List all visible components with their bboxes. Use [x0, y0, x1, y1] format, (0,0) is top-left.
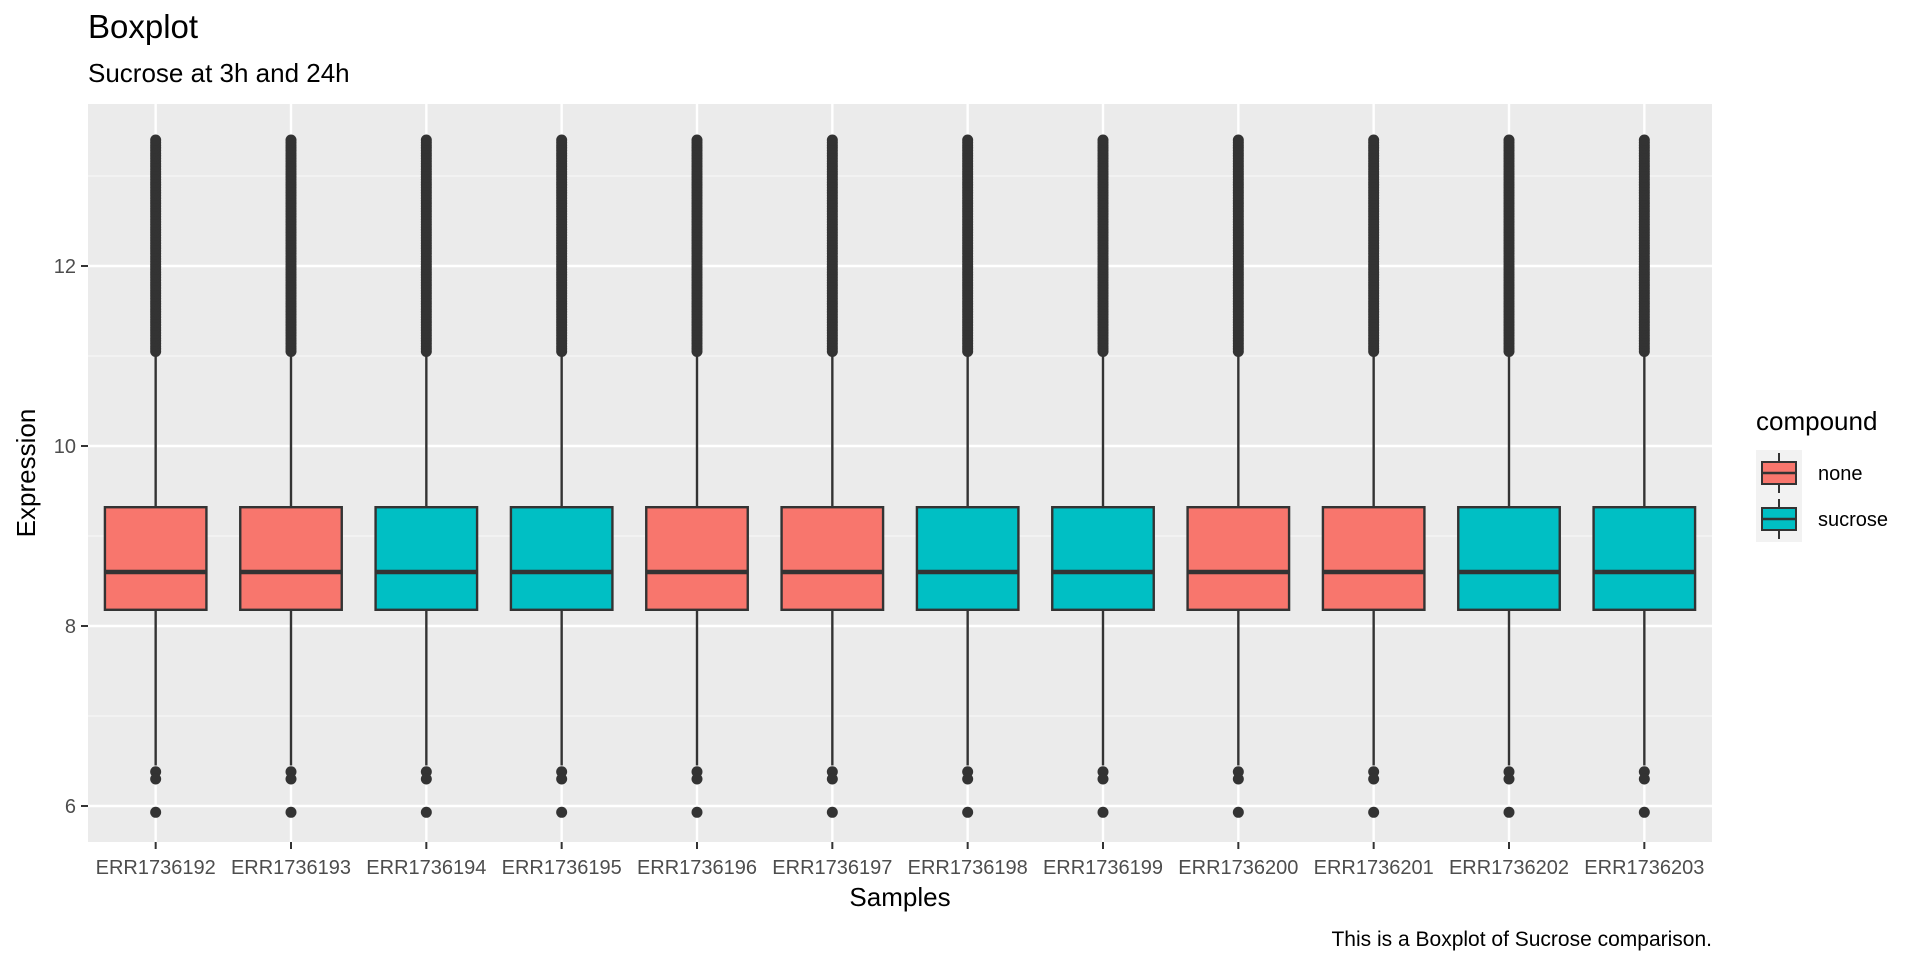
x-tick-label: ERR1736201 — [1314, 857, 1434, 879]
box-ERR1736201 — [1321, 134, 1426, 818]
outlier-point — [1097, 806, 1109, 818]
outlier-point — [285, 773, 297, 785]
y-tick-label: 8 — [65, 616, 76, 638]
box-body — [1186, 506, 1291, 612]
y-axis: 6 8 10 12 — [54, 256, 88, 818]
x-axis-title: Samples — [849, 882, 950, 912]
outlier-point — [1368, 134, 1380, 146]
outlier-point — [150, 773, 162, 785]
outlier-point — [150, 806, 162, 818]
box-ERR1736194 — [374, 134, 479, 818]
legend-title: compound — [1756, 406, 1877, 436]
x-tick-label: ERR1736199 — [1043, 857, 1163, 879]
box-ERR1736195 — [509, 134, 614, 818]
legend-label: sucrose — [1818, 509, 1888, 531]
outlier-point — [962, 773, 974, 785]
legend-keys: none sucrose — [1756, 450, 1888, 542]
legend-label: none — [1818, 463, 1863, 485]
outlier-point — [1368, 773, 1380, 785]
outlier-point — [826, 773, 838, 785]
x-tick-label: ERR1736203 — [1584, 857, 1704, 879]
outlier-point — [691, 773, 703, 785]
box-ERR1736192 — [103, 134, 208, 818]
outlier-point — [1097, 773, 1109, 785]
box-body — [780, 506, 885, 612]
box-ERR1736198 — [915, 134, 1020, 818]
outlier-point — [691, 806, 703, 818]
box-ERR1736193 — [239, 134, 343, 818]
outlier-point — [691, 134, 703, 146]
outlier-point — [826, 134, 838, 146]
box-body — [1457, 506, 1561, 612]
outlier-point — [1232, 134, 1244, 146]
outlier-point — [1638, 806, 1650, 818]
box-ERR1736197 — [780, 134, 885, 818]
legend: compound none sucrose — [1756, 406, 1888, 542]
outlier-point — [1503, 773, 1515, 785]
box-ERR1736203 — [1592, 134, 1697, 818]
outlier-point — [420, 806, 432, 818]
box-body — [374, 506, 479, 612]
outlier-point — [1638, 773, 1650, 785]
outlier-point — [556, 773, 568, 785]
outlier-point — [1232, 806, 1244, 818]
box-ERR1736200 — [1186, 134, 1291, 818]
outlier-point — [285, 134, 297, 146]
box-body — [239, 506, 343, 612]
outlier-point — [420, 773, 432, 785]
outlier-point — [962, 134, 974, 146]
box-body — [1321, 506, 1426, 612]
outlier-point — [420, 134, 432, 146]
outlier-point — [556, 134, 568, 146]
box-body — [509, 506, 614, 612]
boxes-layer — [103, 134, 1697, 818]
x-tick-label: ERR1736200 — [1178, 857, 1298, 879]
outlier-point — [1638, 134, 1650, 146]
outlier-point — [1097, 134, 1109, 146]
x-axis: ERR1736192 ERR1736193 ERR1736194 ERR1736195… — [96, 842, 1704, 879]
outlier-point — [826, 806, 838, 818]
y-tick-label: 12 — [54, 256, 76, 278]
box-body — [645, 506, 749, 612]
outlier-point — [1503, 134, 1515, 146]
box-body — [1051, 506, 1155, 612]
box-ERR1736199 — [1051, 134, 1155, 818]
x-tick-label: ERR1736202 — [1449, 857, 1569, 879]
outlier-point — [1503, 806, 1515, 818]
outlier-point — [556, 806, 568, 818]
x-tick-label: ERR1736197 — [772, 857, 892, 879]
chart-caption: This is a Boxplot of Sucrose comparison. — [1331, 928, 1712, 951]
chart-title: Boxplot — [88, 8, 198, 45]
x-tick-label: ERR1736195 — [502, 857, 622, 879]
y-tick-label: 6 — [65, 796, 76, 818]
y-axis-title: Expression — [11, 409, 41, 538]
x-tick-label: ERR1736192 — [96, 857, 216, 879]
outlier-point — [962, 806, 974, 818]
plot-panel — [88, 104, 1712, 842]
box-body — [1592, 506, 1697, 612]
chart-subtitle: Sucrose at 3h and 24h — [88, 58, 350, 88]
outlier-point — [150, 134, 162, 146]
x-tick-label: ERR1736193 — [231, 857, 351, 879]
outlier-point — [1232, 773, 1244, 785]
y-tick-label: 10 — [54, 436, 76, 458]
legend-item-sucrose: sucrose — [1756, 496, 1888, 542]
outlier-point — [1368, 806, 1380, 818]
x-tick-label: ERR1736194 — [366, 857, 486, 879]
legend-item-none: none — [1756, 450, 1863, 496]
outlier-point — [285, 806, 297, 818]
x-tick-label: ERR1736196 — [637, 857, 757, 879]
box-body — [915, 506, 1020, 612]
box-ERR1736196 — [645, 134, 749, 818]
box-body — [103, 506, 208, 612]
x-tick-label: ERR1736198 — [908, 857, 1028, 879]
box-ERR1736202 — [1457, 134, 1561, 818]
